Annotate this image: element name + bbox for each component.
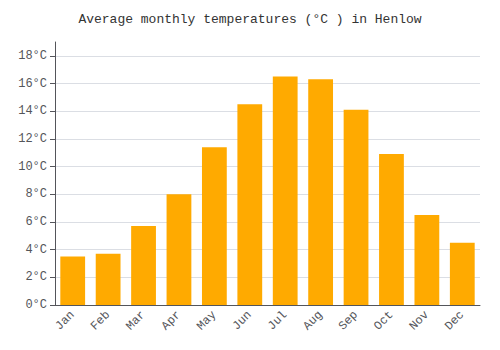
svg-text:Dec: Dec — [442, 308, 467, 333]
svg-text:16°C: 16°C — [18, 77, 47, 91]
svg-text:12°C: 12°C — [18, 132, 47, 146]
svg-text:Aug: Aug — [300, 308, 325, 333]
svg-text:Average monthly temperatures (: Average monthly temperatures (°C ) in He… — [78, 12, 421, 27]
svg-text:8°C: 8°C — [25, 187, 47, 201]
svg-text:Oct: Oct — [371, 308, 396, 333]
svg-text:4°C: 4°C — [25, 243, 47, 257]
svg-text:6°C: 6°C — [25, 215, 47, 229]
svg-text:Feb: Feb — [88, 308, 113, 333]
svg-text:2°C: 2°C — [25, 270, 47, 284]
svg-text:Mar: Mar — [123, 308, 148, 333]
svg-text:Sep: Sep — [336, 308, 361, 333]
svg-text:Jun: Jun — [230, 308, 255, 333]
svg-text:Nov: Nov — [407, 308, 432, 333]
svg-text:0°C: 0°C — [25, 298, 47, 312]
svg-text:Apr: Apr — [159, 308, 184, 333]
svg-text:14°C: 14°C — [18, 104, 47, 118]
svg-text:18°C: 18°C — [18, 49, 47, 63]
svg-text:10°C: 10°C — [18, 160, 47, 174]
svg-text:Jan: Jan — [53, 308, 78, 333]
svg-text:May: May — [194, 308, 219, 333]
svg-text:Jul: Jul — [265, 308, 290, 333]
